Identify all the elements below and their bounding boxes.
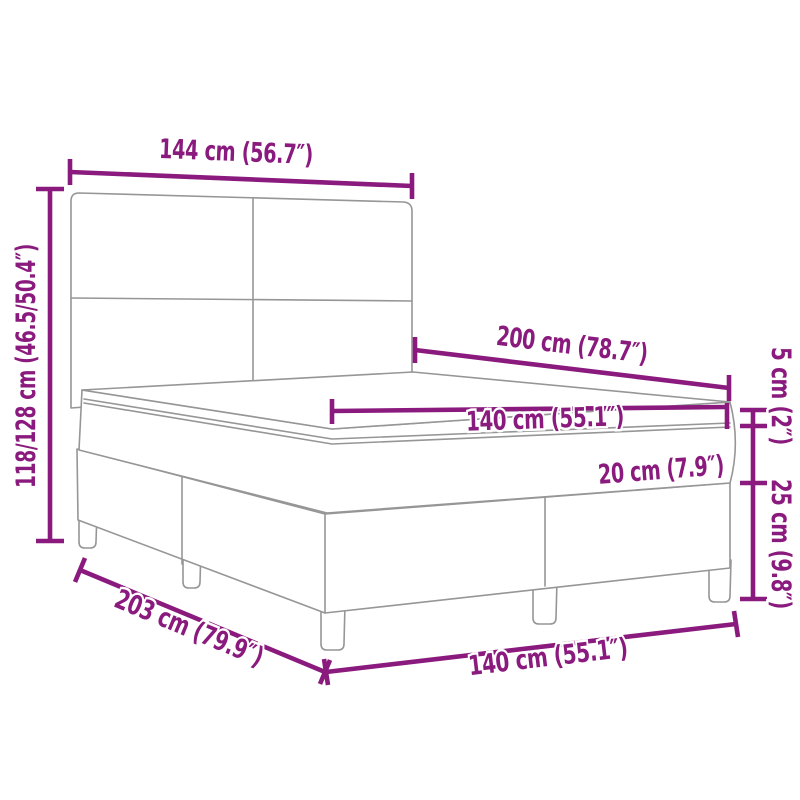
- dimension-lines: 144 cm (56.7″) 118/128 cm (46.5/50.4″) 2…: [9, 131, 799, 686]
- dim-mattress-width-label: 140 cm (55.1″): [466, 401, 625, 437]
- headboard-horizontal-seam: [70, 297, 413, 302]
- dim-mattress-width: 140 cm (55.1″): [329, 399, 730, 440]
- topper-seam-lower: [83, 402, 731, 445]
- dim-topper-height-label: 5 cm (2″): [765, 347, 796, 445]
- mattress-top-surface: [81, 371, 731, 430]
- bed-leg: [532, 579, 558, 625]
- dim-total-height-label: 118/128 cm (46.5/50.4″): [11, 244, 42, 488]
- bed-leg: [320, 603, 346, 651]
- dim-total-length-label: 203 cm (79.9″): [110, 584, 268, 673]
- dim-right-bracket: 5 cm (2″) 25 cm (9.8″): [740, 345, 799, 612]
- dim-headboard-width: 144 cm (56.7″): [67, 131, 415, 199]
- dim-base-width-label: 140 cm (55.1″): [467, 633, 630, 682]
- topper-seam-upper: [83, 398, 731, 440]
- bed-drawing: [70, 192, 737, 651]
- dim-base-height-label: 25 cm (9.8″): [765, 479, 796, 609]
- dim-base-width: 140 cm (55.1″): [321, 610, 741, 686]
- dim-total-height: 118/128 cm (46.5/50.4″): [9, 186, 64, 544]
- headboard-outline: [70, 192, 413, 409]
- dim-headboard-width-label: 144 cm (56.7″): [158, 134, 313, 171]
